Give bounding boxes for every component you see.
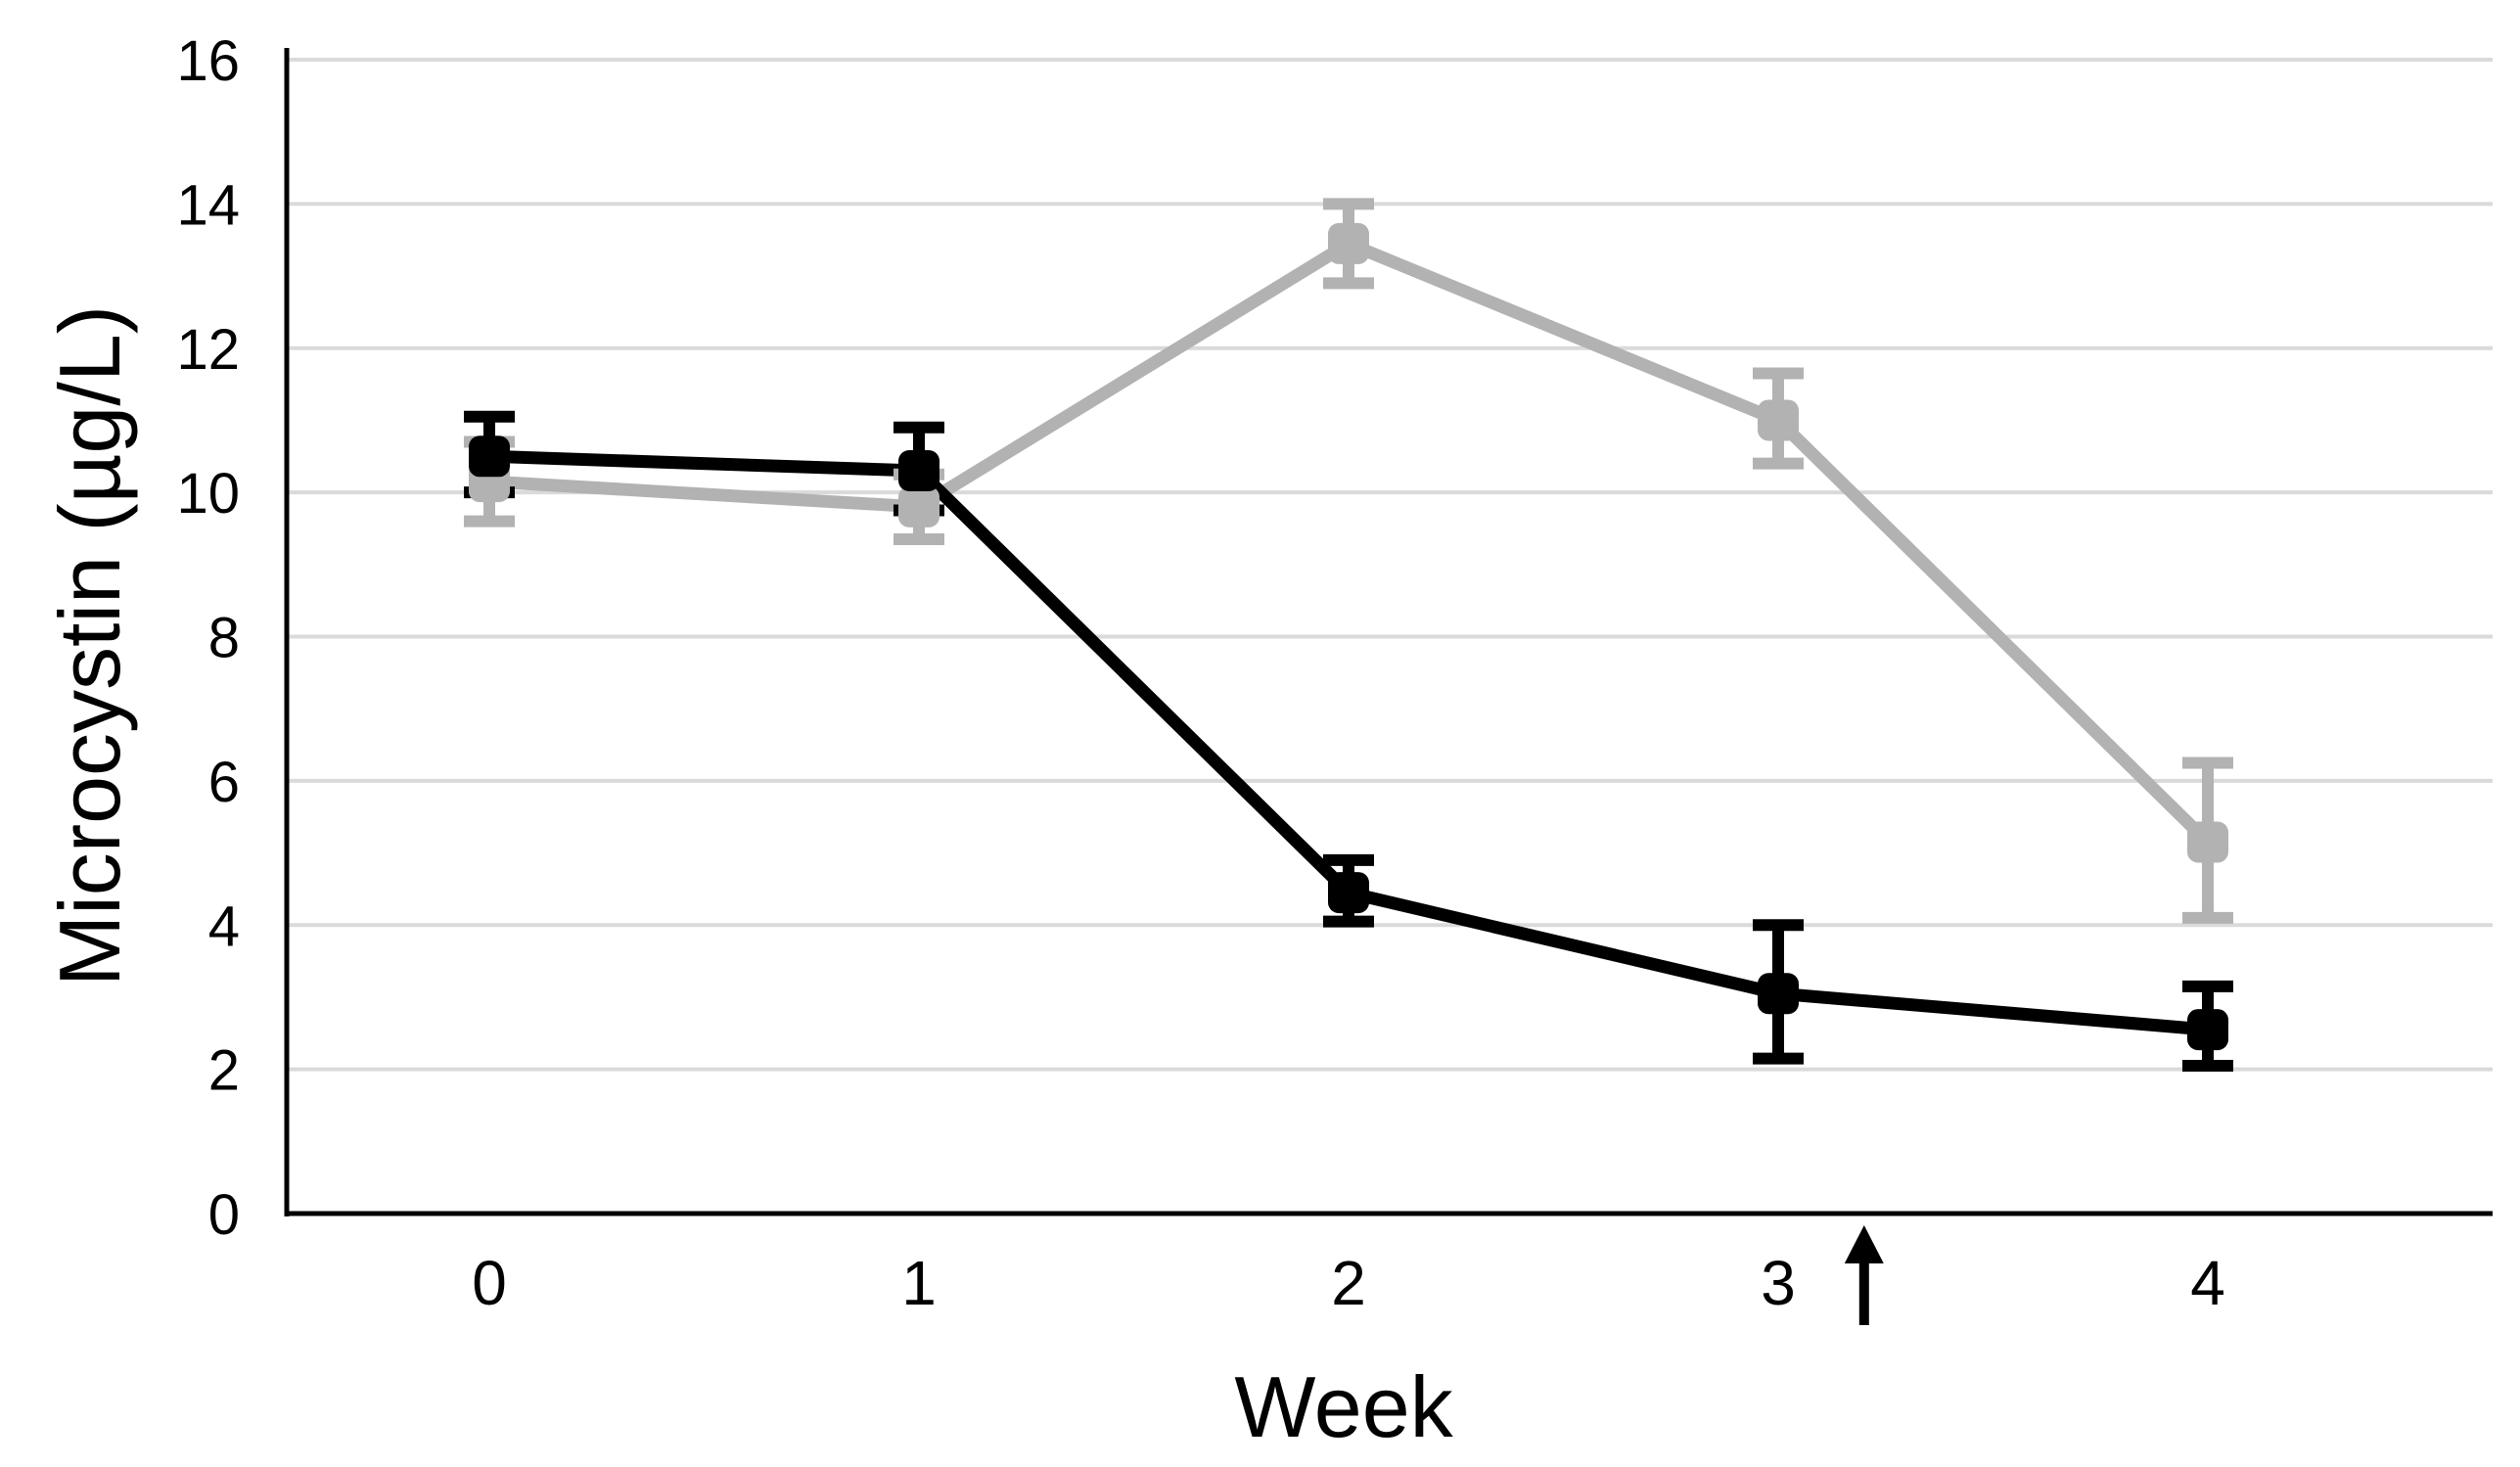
y-tick-label: 16 bbox=[176, 29, 240, 93]
y-axis-title: Microcystin (µg/L) bbox=[41, 304, 138, 987]
black-marker bbox=[898, 450, 939, 492]
y-tick-label: 10 bbox=[176, 462, 240, 526]
black-series-line bbox=[482, 449, 2215, 1036]
y-tick-label: 4 bbox=[208, 894, 240, 958]
x-tick-label: 4 bbox=[2190, 1248, 2225, 1318]
gray-marker bbox=[898, 485, 939, 527]
gray-marker bbox=[2187, 821, 2228, 863]
x-tick-label: 0 bbox=[472, 1248, 507, 1318]
x-tick-label: 2 bbox=[1331, 1248, 1366, 1318]
x-tick-label: 1 bbox=[901, 1248, 937, 1318]
black-marker bbox=[469, 436, 510, 478]
gray-marker bbox=[1758, 399, 1799, 441]
black-marker bbox=[2187, 1009, 2228, 1051]
annotation-up-arrow-head bbox=[1844, 1225, 1884, 1263]
black-marker bbox=[1758, 973, 1799, 1015]
gray-marker bbox=[1328, 222, 1369, 264]
y-tick-label: 14 bbox=[176, 173, 240, 237]
x-axis-title: Week bbox=[1234, 1358, 1453, 1455]
y-tick-label: 6 bbox=[208, 751, 240, 814]
y-tick-label: 8 bbox=[208, 607, 240, 670]
gray-series-line bbox=[482, 237, 2215, 849]
y-tick-label: 12 bbox=[176, 318, 240, 382]
black-marker bbox=[1328, 872, 1369, 914]
y-tick-label: 2 bbox=[208, 1039, 240, 1103]
x-tick-label: 3 bbox=[1761, 1248, 1796, 1318]
y-tick-label: 0 bbox=[208, 1183, 240, 1247]
